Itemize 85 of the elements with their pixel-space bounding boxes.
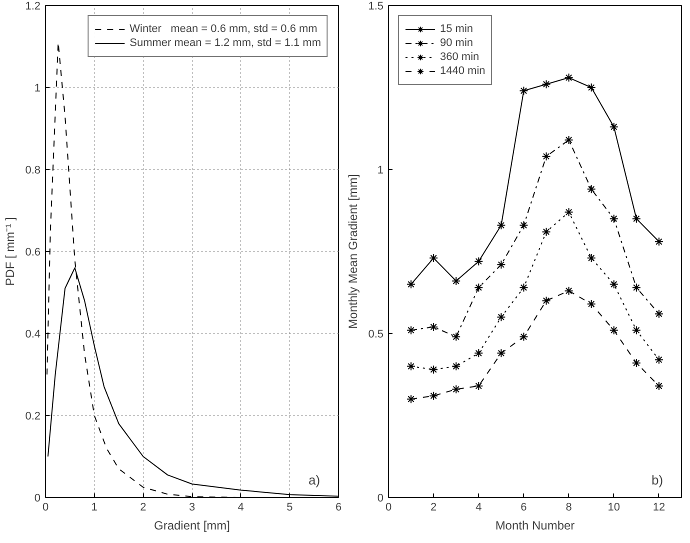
y-tick-label: 0 xyxy=(34,492,41,504)
x-tick-label: 6 xyxy=(335,502,342,514)
annotation: b) xyxy=(652,472,664,488)
point xyxy=(519,86,528,96)
point xyxy=(496,220,506,230)
x-tick-label: 1 xyxy=(91,502,98,514)
point xyxy=(542,296,551,306)
point xyxy=(564,286,574,296)
point xyxy=(452,384,461,394)
legend-label: 1440 min xyxy=(440,64,486,78)
point xyxy=(586,184,596,194)
y-axis-title: Monthly Mean Gradient [mm] xyxy=(346,174,360,329)
point xyxy=(654,309,664,318)
y-tick-label: 1.2 xyxy=(25,0,41,12)
y-tick-label: 0.4 xyxy=(25,328,41,340)
legend-label: Summer mean = 1.2 mm, std = 1.1 mm xyxy=(130,36,321,50)
x-tick-label: 4 xyxy=(238,502,244,514)
x-tick-label: 4 xyxy=(476,502,482,514)
point xyxy=(519,283,528,292)
x-tick-label: 3 xyxy=(188,502,196,514)
point xyxy=(632,326,641,335)
x-tick-label: 0 xyxy=(385,502,392,514)
legend-label: 15 min xyxy=(440,22,474,36)
y-tick-label: 1 xyxy=(34,82,41,94)
x-tick-label: 6 xyxy=(520,502,527,514)
point xyxy=(429,365,438,374)
point xyxy=(406,394,416,404)
point xyxy=(452,276,461,286)
point xyxy=(609,326,618,335)
point xyxy=(632,283,641,292)
point xyxy=(406,326,416,335)
legend-label: 90 min xyxy=(440,36,474,50)
point xyxy=(609,122,618,132)
point xyxy=(429,322,438,332)
x-axis-title: Month Number xyxy=(495,518,575,532)
point xyxy=(474,256,484,266)
point xyxy=(406,280,416,289)
x-tick-label: 10 xyxy=(608,502,620,514)
legend-label: 360 min xyxy=(440,50,480,64)
point xyxy=(429,391,438,400)
point xyxy=(474,381,484,390)
x-tick-label: 2 xyxy=(430,502,437,514)
point xyxy=(474,283,484,292)
point xyxy=(496,348,506,358)
point xyxy=(519,220,528,230)
point xyxy=(609,280,618,289)
y-axis-title: PDF [ mm⁻¹ ] xyxy=(3,217,18,286)
point xyxy=(586,83,596,92)
point xyxy=(452,332,461,342)
y-tick-label: 1 xyxy=(377,164,384,176)
point xyxy=(406,362,416,371)
point xyxy=(654,355,664,364)
x-tick-label: 2 xyxy=(140,502,146,514)
x-tick-label: 12 xyxy=(652,502,666,514)
x-tick-label: 8 xyxy=(566,502,572,514)
point xyxy=(496,312,506,322)
point xyxy=(542,152,551,161)
point xyxy=(496,260,506,270)
annotation: a) xyxy=(308,472,320,488)
y-tick-label: 0.6 xyxy=(25,246,41,258)
point xyxy=(429,254,438,263)
y-tick-label: 1.5 xyxy=(368,0,384,12)
point xyxy=(564,73,574,82)
x-tick-label: 0 xyxy=(42,502,49,514)
point xyxy=(542,80,551,89)
point xyxy=(586,299,596,308)
y-tick-label: 0.5 xyxy=(368,328,384,340)
point xyxy=(474,348,484,358)
y-tick-label: 0.8 xyxy=(25,164,41,176)
y-tick-label: 0 xyxy=(377,492,384,504)
point xyxy=(609,214,618,224)
point xyxy=(632,358,641,368)
point xyxy=(586,254,596,263)
point xyxy=(564,208,574,217)
point xyxy=(654,237,664,246)
point xyxy=(564,135,574,144)
y-tick-label: 0.2 xyxy=(25,410,41,422)
point xyxy=(654,381,664,390)
point xyxy=(452,362,461,371)
x-tick-label: 5 xyxy=(286,502,293,514)
point xyxy=(632,214,641,224)
x-axis-title: Gradient [mm] xyxy=(154,518,230,532)
point xyxy=(542,227,551,236)
legend-label: Winter mean = 0.6 mm, std = 0.6 mm xyxy=(130,22,318,36)
point xyxy=(519,332,528,342)
